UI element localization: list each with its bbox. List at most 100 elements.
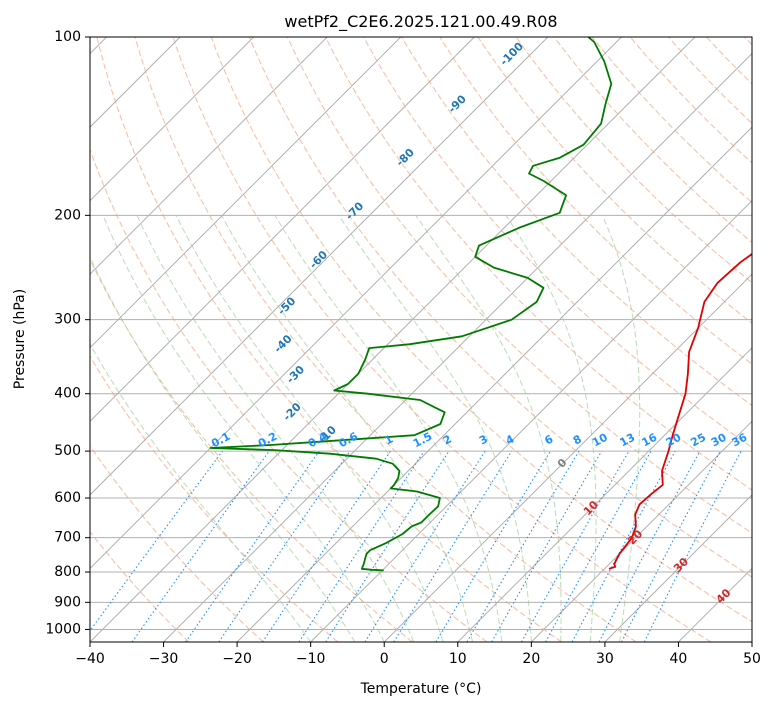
mixing-ratio-label: 25 [688,431,708,450]
moist-adiabat-line [136,215,415,642]
mixing-ratio-line [545,450,652,642]
mixing-ratio-line [598,450,701,642]
isotherm-label: -30 [284,363,307,386]
temperature-profile-line [608,252,752,570]
mixing-ratio-label: 36 [730,431,750,450]
mixing-ratio-label: 20 [664,431,684,450]
mixing-ratio-line [131,450,270,642]
y-tick-label: 900 [54,594,81,610]
mixing-ratio-label: 1.5 [411,430,434,451]
x-tick-label: 40 [670,651,688,667]
mixing-ratio-label: 4 [504,432,517,447]
mixing-ratio-line [393,450,513,642]
dry-adiabat-line [248,37,752,578]
y-axis-label: Pressure (hPa) [12,289,28,389]
dry-adiabat-line [325,37,752,491]
mixing-ratio-line [185,450,320,642]
dry-adiabat-line [744,37,752,46]
mixing-ratio-label: 0.6 [337,430,361,451]
x-tick-label: 10 [449,651,467,667]
x-tick-label: 20 [522,651,540,667]
isotherm-label: -100 [497,39,526,68]
y-tick-label: 800 [54,564,81,580]
x-tick-label: −10 [296,651,326,667]
data-series [209,37,752,572]
isotherm-gridline [90,37,475,423]
dewpoint-profile-line [209,37,613,572]
isotherm-label: -90 [446,92,469,115]
dry-adiabat-line [591,37,752,204]
mixing-ratio-label: 10 [590,431,610,450]
isotherm-gridline [163,52,752,642]
dry-adiabat-line [477,37,752,324]
isotherm-gridline [457,347,752,642]
dry-adiabat-line [210,37,752,623]
isotherm-gridline [90,37,328,275]
y-tick-label: 300 [54,312,81,328]
moist-adiabat-line [338,215,532,642]
dry-adiabat-line [286,37,752,534]
y-tick-label: 1000 [45,621,81,637]
moist-adiabat-line [505,215,597,642]
moist-adiabat-line [175,215,444,642]
y-tick-label: 500 [54,443,81,459]
mixing-ratio-line [466,450,580,642]
mixing-ratio-line [435,450,551,642]
isotherm-gridline [90,37,549,496]
chart-title: wetPf2_C2E6.2025.121.00.49.R08 [284,12,557,32]
moist-adiabat-line [220,215,473,642]
y-tick-label: 200 [54,207,81,223]
dry-adiabat-line [706,37,752,85]
moist-adiabat-line [90,343,312,642]
isotherm-gridline [751,641,752,642]
y-tick-label: 600 [54,490,81,506]
axes: −40 −30 −20 −10 0 10 20 30 40 5010020030040050060… [45,29,761,667]
dry-adiabat-line [668,37,752,124]
y-tick-label: 400 [54,386,81,402]
background-lines [90,37,752,642]
isotherm-label: -40 [271,332,294,355]
isotherm-label: -50 [275,294,298,317]
x-tick-label: 30 [596,651,614,667]
mixing-ratio-line [364,450,486,642]
dry-adiabat-line [629,37,752,164]
isotherm-gridline [604,494,752,642]
x-tick-label: −30 [149,651,179,667]
x-tick-label: 0 [380,651,389,667]
isotherm-gridline [90,37,622,570]
mixing-ratio-line [643,450,742,642]
dry-adiabat-line [134,37,637,642]
dry-adiabat-line [90,148,488,642]
moist-adiabat-line [601,215,641,642]
mixing-ratio-line [521,450,630,642]
mixing-ratio-label: 16 [640,431,660,450]
isotherm-label: -20 [281,400,304,423]
dry-adiabat-line [90,258,413,642]
mixing-ratio-label: 1 [382,432,395,447]
dry-adiabat-line [515,37,752,284]
dry-adiabat-line [96,37,562,642]
mixing-ratio-line [491,450,603,642]
mixing-ratio-line [325,450,450,642]
isotherm-gridline [90,37,255,202]
y-tick-label: 100 [54,29,81,45]
x-tick-label: −40 [75,651,105,667]
mixing-ratio-label: 0.2 [256,430,279,451]
moist-adiabat-line [102,215,385,642]
isotherm-gridline [90,37,696,642]
isotherm-gridline [236,126,752,642]
isotherm-gridline [530,420,752,642]
mixing-ratio-label: 8 [571,432,584,447]
dry-adiabat-line [439,37,752,365]
dry-adiabat-line [401,37,752,407]
x-tick-label: −20 [222,651,252,667]
mixing-ratio-line [90,450,223,632]
isotherm-gridline [383,273,752,642]
mixing-ratio-line [571,450,676,642]
y-tick-label: 700 [54,530,81,546]
mixing-ratio-label: 6 [542,432,555,447]
x-axis-label: Temperature (°C) [360,681,482,697]
moist-adiabat-line [415,215,562,642]
x-tick-label: 50 [743,651,761,667]
